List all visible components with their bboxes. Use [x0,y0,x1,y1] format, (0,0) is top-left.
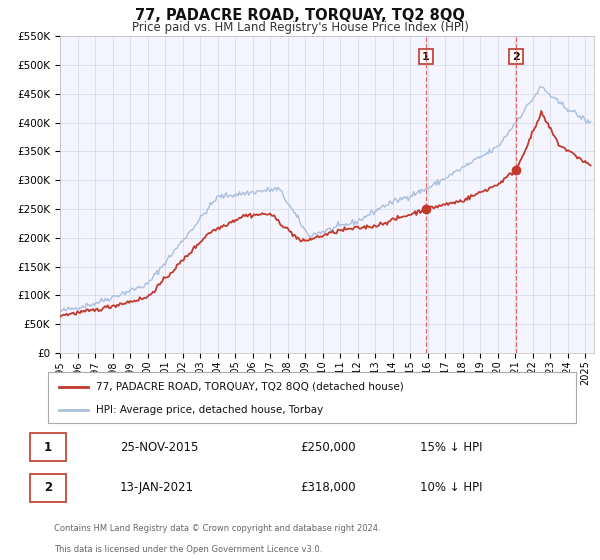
Text: Contains HM Land Registry data © Crown copyright and database right 2024.: Contains HM Land Registry data © Crown c… [54,524,380,533]
Text: 77, PADACRE ROAD, TORQUAY, TQ2 8QQ: 77, PADACRE ROAD, TORQUAY, TQ2 8QQ [135,8,465,24]
Text: Price paid vs. HM Land Registry's House Price Index (HPI): Price paid vs. HM Land Registry's House … [131,21,469,34]
Text: HPI: Average price, detached house, Torbay: HPI: Average price, detached house, Torb… [95,405,323,415]
Text: 1: 1 [44,441,52,454]
Text: 77, PADACRE ROAD, TORQUAY, TQ2 8QQ (detached house): 77, PADACRE ROAD, TORQUAY, TQ2 8QQ (deta… [95,381,403,391]
Text: £250,000: £250,000 [300,441,356,454]
Text: £318,000: £318,000 [300,482,356,494]
Text: 13-JAN-2021: 13-JAN-2021 [120,482,194,494]
FancyBboxPatch shape [30,474,66,502]
Text: 1: 1 [422,52,430,62]
Text: 25-NOV-2015: 25-NOV-2015 [120,441,199,454]
Text: 10% ↓ HPI: 10% ↓ HPI [420,482,482,494]
Text: 2: 2 [44,482,52,494]
Text: 15% ↓ HPI: 15% ↓ HPI [420,441,482,454]
Text: 2: 2 [512,52,520,62]
FancyBboxPatch shape [48,372,576,423]
Text: This data is licensed under the Open Government Licence v3.0.: This data is licensed under the Open Gov… [54,545,322,554]
FancyBboxPatch shape [30,433,66,461]
